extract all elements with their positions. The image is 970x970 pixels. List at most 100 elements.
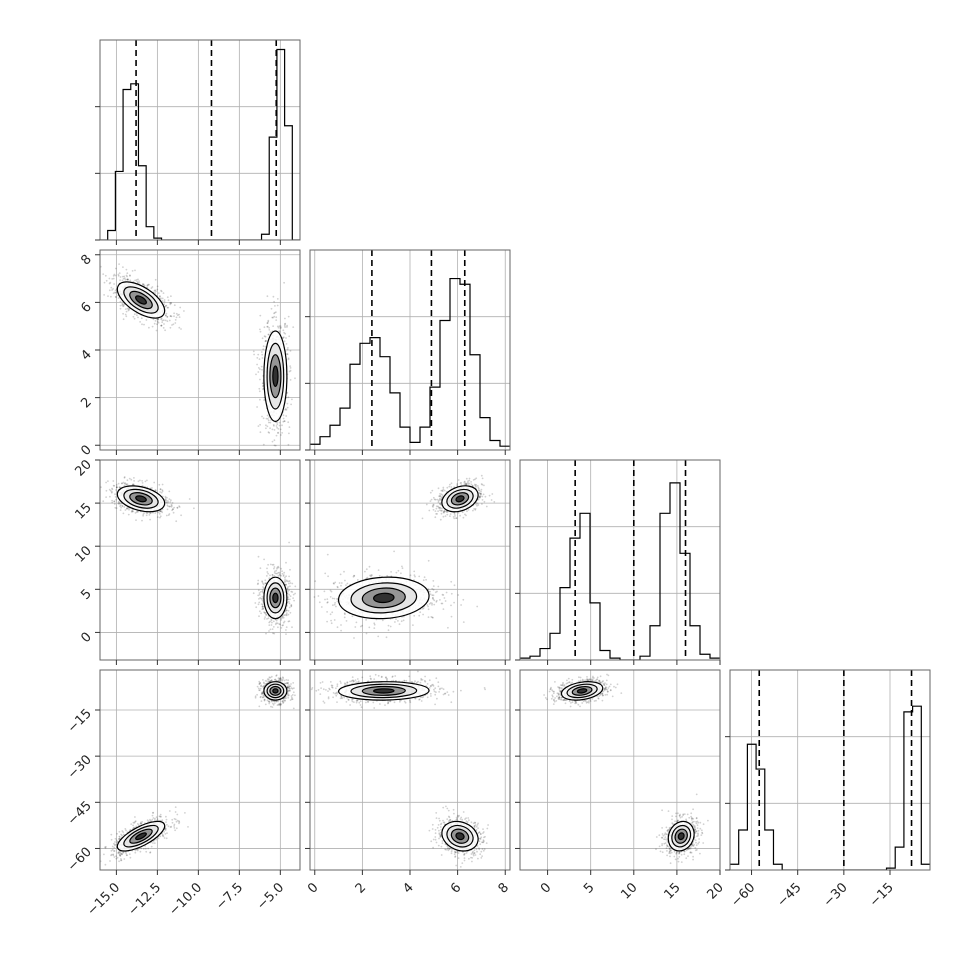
sample-point — [166, 500, 169, 502]
sample-point — [136, 510, 139, 513]
sample-point — [288, 426, 291, 428]
sample-point — [261, 382, 264, 385]
sample-point — [282, 574, 285, 576]
sample-point — [468, 482, 471, 485]
sample-point — [257, 603, 260, 606]
sample-point — [114, 844, 116, 847]
sample-point — [273, 574, 276, 577]
sample-point — [444, 600, 447, 602]
sample-point — [95, 487, 97, 489]
sample-point — [261, 605, 264, 608]
sample-point — [257, 425, 260, 427]
sample-point — [116, 486, 118, 489]
sample-point — [266, 322, 269, 325]
sample-point — [455, 517, 457, 520]
sample-point — [259, 378, 261, 381]
sample-point — [257, 589, 260, 592]
sample-point — [453, 601, 455, 604]
sample-point — [141, 519, 143, 522]
sample-point — [143, 512, 146, 514]
sample-point — [160, 815, 162, 818]
sample-point — [433, 599, 436, 602]
sample-point — [266, 425, 269, 428]
sample-point — [293, 599, 295, 602]
sample-point — [273, 425, 275, 427]
sample-point — [278, 424, 281, 427]
sample-point — [344, 579, 346, 582]
sample-point — [333, 582, 335, 585]
sample-point — [467, 483, 470, 485]
sample-point — [122, 303, 125, 306]
sample-point — [259, 314, 262, 317]
sample-point — [441, 490, 444, 492]
sample-point — [439, 509, 441, 512]
sample-point — [178, 822, 180, 825]
sample-point — [479, 492, 482, 495]
sample-point — [282, 417, 285, 420]
sample-point — [165, 821, 167, 823]
sample-point — [154, 489, 157, 492]
sample-point — [425, 503, 428, 506]
sample-point — [117, 502, 120, 505]
sample-point — [271, 574, 274, 576]
sample-point — [284, 322, 287, 325]
sample-point — [114, 289, 117, 292]
sample-point — [262, 443, 265, 446]
sample-point — [386, 574, 389, 577]
sample-point — [278, 325, 281, 327]
sample-point — [432, 597, 434, 599]
sample-point — [285, 584, 287, 586]
sample-point — [149, 851, 152, 853]
sample-point — [474, 478, 476, 481]
sample-point — [267, 333, 270, 336]
sample-point — [126, 507, 128, 509]
sample-point — [432, 508, 435, 511]
sample-point — [124, 509, 127, 511]
sample-point — [264, 340, 267, 342]
sample-point — [165, 818, 168, 821]
sample-point — [256, 583, 259, 586]
sample-point — [273, 315, 276, 318]
sample-point — [277, 575, 280, 577]
sample-point — [286, 589, 289, 592]
sample-point — [164, 329, 167, 332]
sample-point — [481, 495, 484, 498]
sample-point — [262, 345, 265, 348]
sample-point — [134, 269, 136, 272]
sample-point — [266, 414, 269, 417]
sample-point — [132, 315, 135, 318]
sample-point — [480, 474, 483, 477]
sample-point — [269, 331, 272, 334]
scatter-points — [100, 674, 296, 866]
sample-point — [113, 273, 116, 276]
sample-point — [161, 490, 164, 493]
sample-point — [156, 320, 159, 323]
sample-point — [159, 815, 162, 818]
sample-point — [120, 858, 122, 860]
sample-point — [284, 576, 286, 579]
sample-point — [116, 486, 118, 489]
sample-point — [105, 481, 107, 484]
sample-point — [92, 278, 94, 280]
sample-point — [371, 574, 373, 576]
sample-point — [271, 440, 274, 443]
sample-point — [178, 506, 181, 508]
sample-point — [270, 307, 273, 310]
sample-point — [265, 424, 267, 427]
sample-point — [166, 504, 169, 507]
sample-point — [356, 579, 359, 581]
sample-point — [172, 508, 175, 511]
sample-point — [343, 612, 346, 615]
sample-point — [436, 498, 439, 501]
sample-point — [135, 279, 138, 281]
sample-point — [259, 591, 262, 593]
sample-point — [364, 570, 366, 573]
sample-point — [115, 486, 118, 489]
sample-point — [151, 487, 153, 489]
sample-point — [287, 609, 290, 612]
sample-point — [124, 828, 127, 830]
sample-point — [105, 279, 108, 282]
sample-point — [259, 398, 261, 401]
sample-point — [285, 613, 288, 616]
sample-point — [272, 620, 275, 623]
